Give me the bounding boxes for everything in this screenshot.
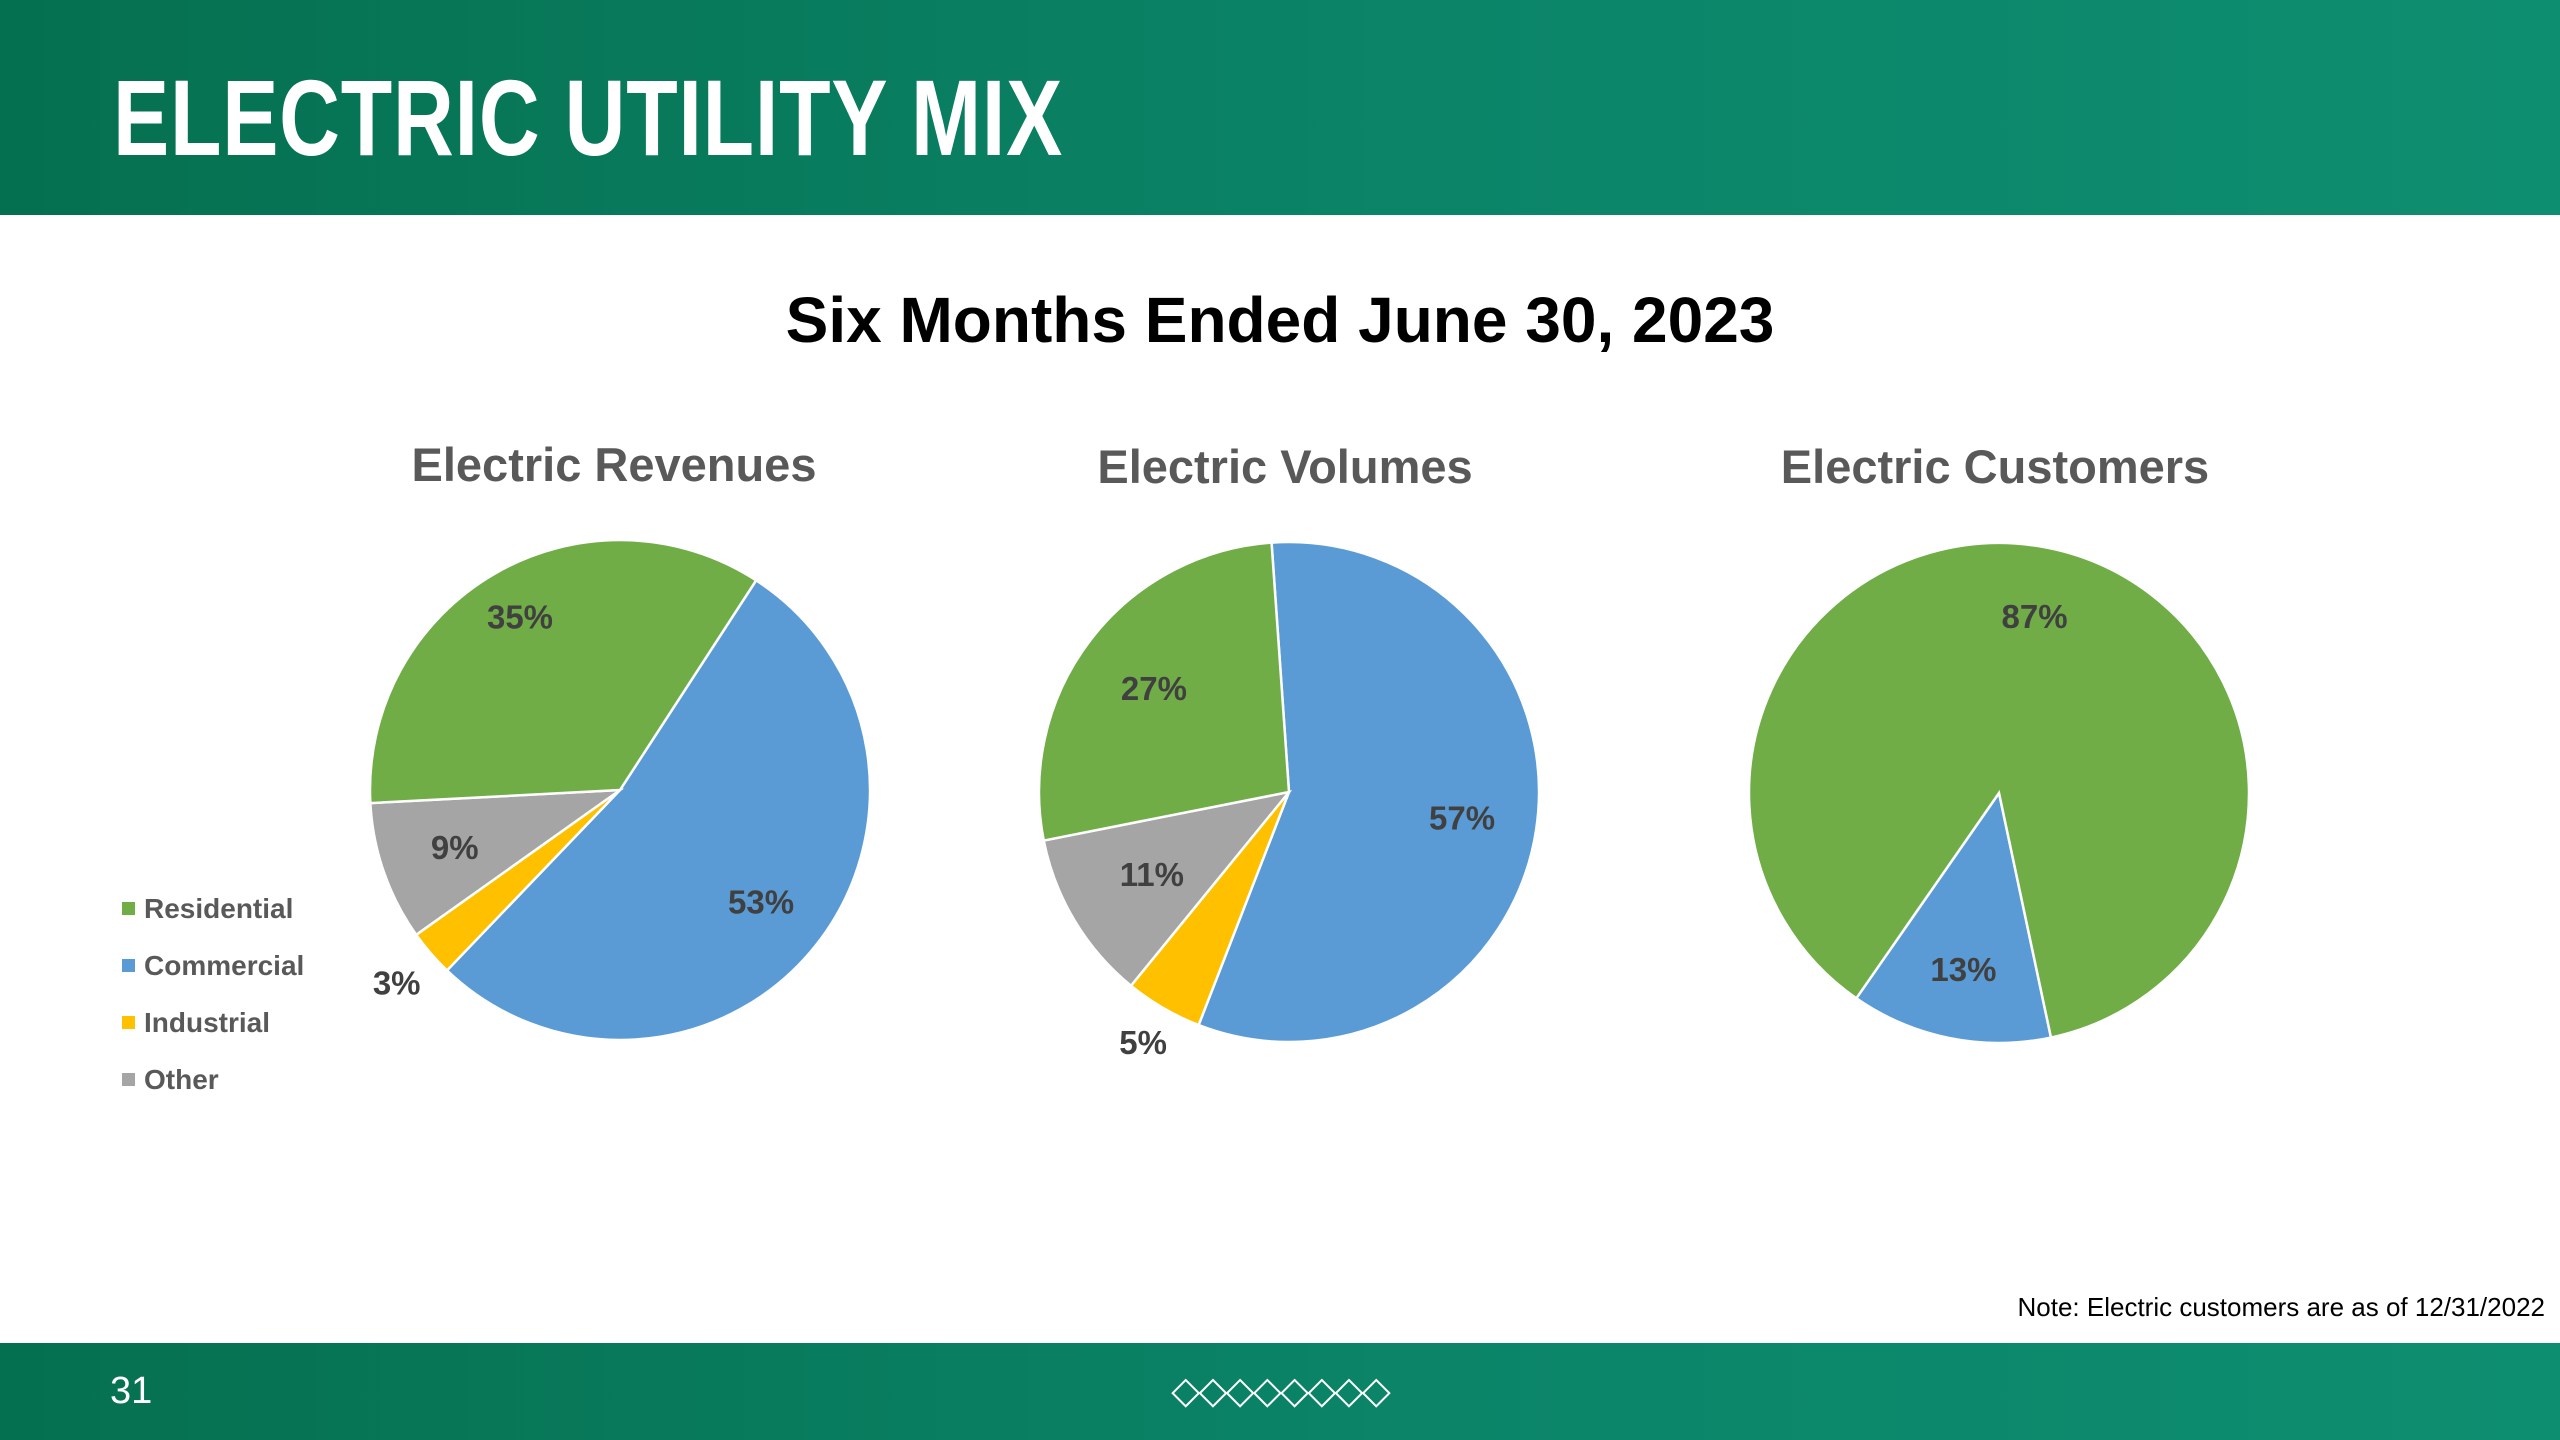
legend-swatch [122, 959, 135, 972]
data-label-industrial: 3% [373, 964, 421, 1001]
chart-title-revenues: Electric Revenues [411, 438, 817, 491]
legend-label: Industrial [144, 1007, 271, 1038]
pie-slice-residential [368, 538, 758, 805]
pie-slice-residential [1747, 541, 2251, 1040]
footer-bar: 31 ◇◇◇◇◇◇◇◇ [0, 1343, 2560, 1440]
legend-swatch [122, 902, 135, 915]
chart-title-volumes: Electric Volumes [1097, 440, 1473, 493]
pie-slice-commercial [445, 578, 872, 1042]
footnote: Note: Electric customers are as of 12/31… [2017, 1292, 2546, 1322]
legend-swatch [122, 1073, 135, 1086]
legend-label: Commercial [144, 950, 305, 981]
subtitle: Six Months Ended June 30, 2023 [785, 284, 1775, 356]
data-label-commercial: 53% [728, 883, 794, 920]
header-bar: ELECTRIC UTILITY MIX [0, 0, 2560, 215]
diamond-ornament-icon: ◇◇◇◇◇◇◇◇ [1171, 1368, 1391, 1412]
data-label-other: 11% [1120, 856, 1184, 893]
data-label-residential: 87% [2002, 598, 2068, 635]
pie-slice-commercial [1196, 540, 1541, 1044]
data-label-industrial: 5% [1119, 1024, 1167, 1061]
data-label-commercial: 57% [1429, 800, 1495, 837]
pie-slice-commercial [1854, 789, 2053, 1045]
page-title: ELECTRIC UTILITY MIX [113, 57, 1064, 178]
pie-slice-residential [1037, 541, 1291, 843]
legend-swatch [122, 1016, 135, 1029]
data-label-residential: 27% [1121, 670, 1187, 707]
pie-slice-other [1042, 790, 1293, 988]
legend-label: Residential [144, 893, 294, 924]
chart-title-customers: Electric Customers [1780, 440, 2210, 493]
data-label-residential: 35% [487, 598, 553, 635]
data-label-commercial: 13% [1930, 951, 1996, 988]
pie-slice-other [369, 788, 625, 937]
page-number: 31 [110, 1370, 153, 1412]
legend-label: Other [144, 1064, 219, 1095]
data-label-other: 9% [431, 829, 479, 866]
